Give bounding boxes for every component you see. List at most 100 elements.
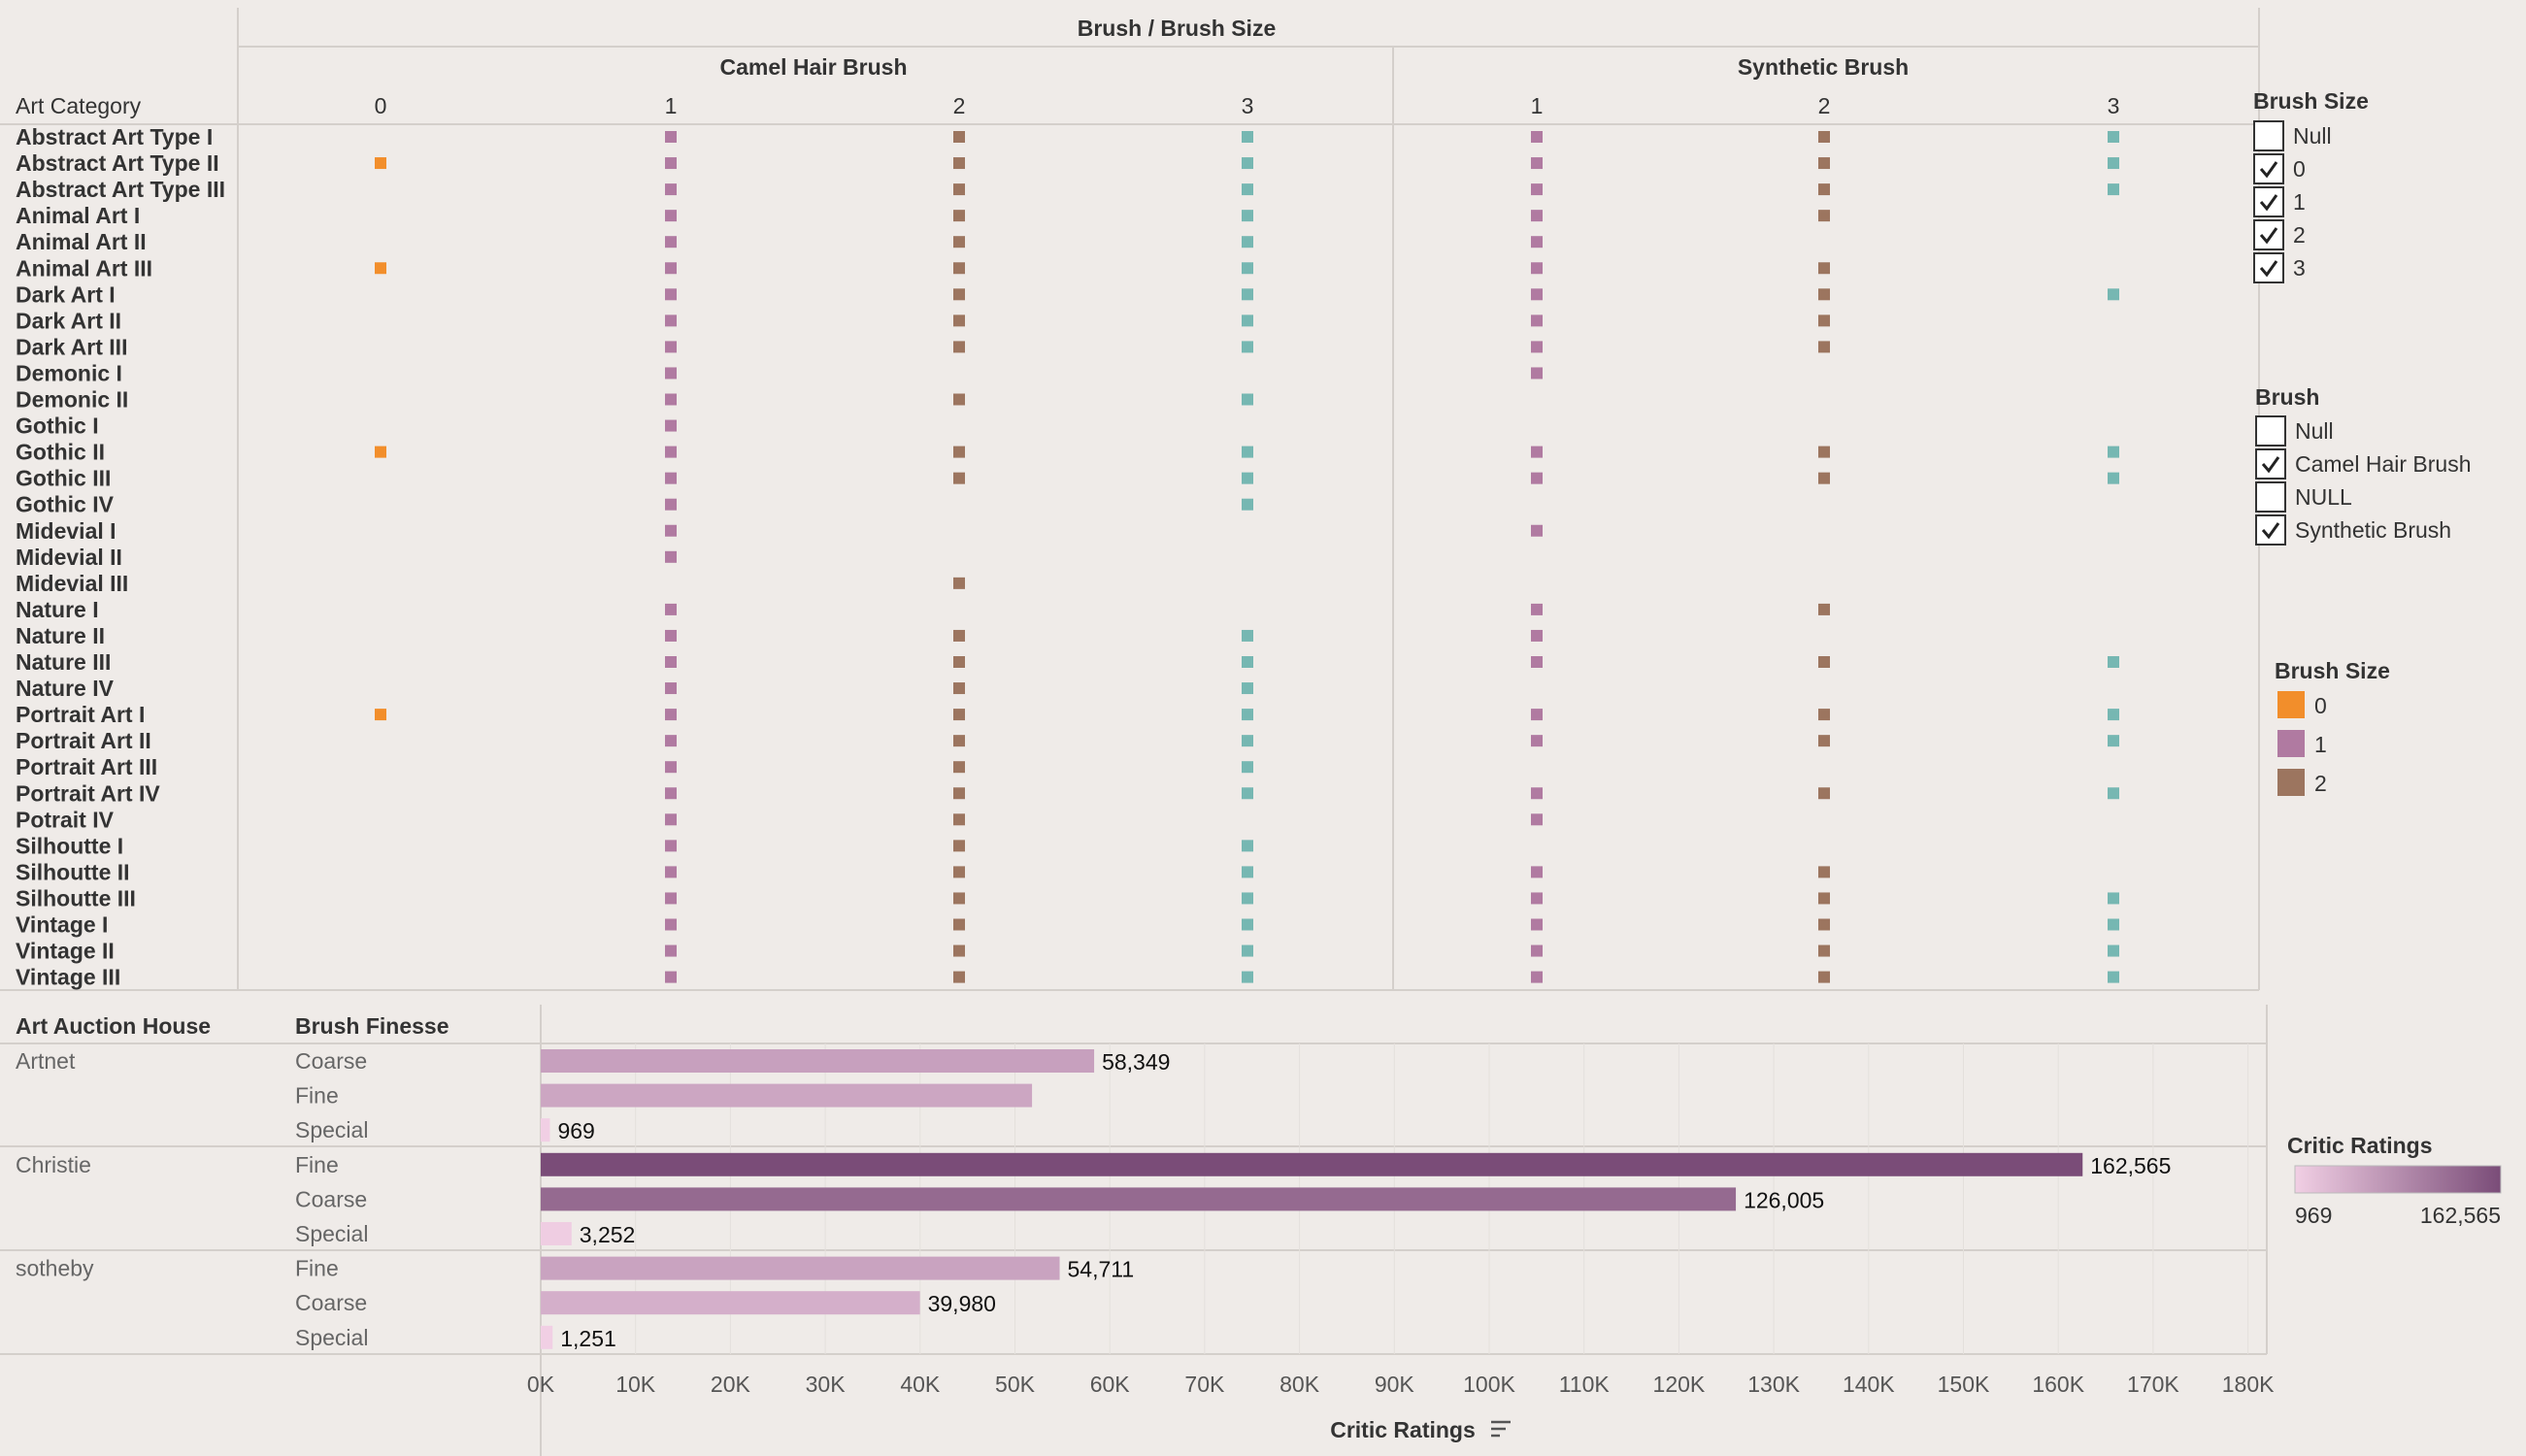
brush-size-mark[interactable] (1531, 866, 1543, 878)
brush-size-mark[interactable] (953, 210, 965, 222)
brush-size-mark[interactable] (1242, 446, 1253, 458)
brush-size-mark[interactable] (665, 314, 677, 327)
brush-size-mark[interactable] (953, 866, 965, 878)
brush-size-mark[interactable] (953, 629, 965, 642)
brush-size-mark[interactable] (1242, 944, 1253, 957)
brush-size-mark[interactable] (1531, 709, 1543, 721)
brush-size-mark[interactable] (1531, 735, 1543, 747)
brush-size-mark[interactable] (1531, 603, 1543, 615)
brush-size-mark[interactable] (665, 892, 677, 905)
brush-size-mark[interactable] (953, 341, 965, 353)
brush-size-mark[interactable] (665, 341, 677, 353)
brush-size-mark[interactable] (1818, 210, 1830, 222)
brush-size-mark[interactable] (375, 446, 386, 458)
brush-size-mark[interactable] (953, 735, 965, 747)
brush-size-mark[interactable] (953, 262, 965, 275)
brush-size-mark[interactable] (665, 656, 677, 668)
brush-size-mark[interactable] (665, 419, 677, 432)
brush-size-mark[interactable] (1818, 288, 1830, 301)
brush-size-mark[interactable] (2108, 892, 2119, 905)
filter-option[interactable]: 1 (2253, 186, 2306, 217)
brush-size-mark[interactable] (1531, 236, 1543, 248)
brush-size-mark[interactable] (1531, 183, 1543, 196)
bar[interactable] (541, 1049, 1095, 1073)
brush-size-mark[interactable] (665, 524, 677, 537)
brush-size-mark[interactable] (2108, 735, 2119, 747)
brush-size-mark[interactable] (1242, 918, 1253, 931)
brush-size-mark[interactable] (665, 787, 677, 800)
brush-size-mark[interactable] (665, 813, 677, 826)
brush-size-mark[interactable] (1531, 787, 1543, 800)
brush-size-mark[interactable] (665, 157, 677, 170)
brush-size-mark[interactable] (953, 840, 965, 852)
brush-size-mark[interactable] (2108, 709, 2119, 721)
brush-size-mark[interactable] (1818, 735, 1830, 747)
brush-size-mark[interactable] (665, 550, 677, 563)
brush-size-mark[interactable] (1242, 157, 1253, 170)
brush-size-mark[interactable] (2108, 944, 2119, 957)
brush-size-mark[interactable] (1531, 944, 1543, 957)
brush-size-mark[interactable] (2108, 446, 2119, 458)
brush-size-mark[interactable] (1242, 472, 1253, 484)
filter-option[interactable]: 2 (2253, 219, 2306, 250)
brush-size-mark[interactable] (1531, 367, 1543, 380)
brush-size-mark[interactable] (1531, 314, 1543, 327)
bar[interactable] (541, 1256, 1060, 1280)
brush-size-mark[interactable] (1242, 787, 1253, 800)
checkbox[interactable] (2253, 219, 2284, 250)
brush-size-mark[interactable] (953, 656, 965, 668)
brush-size-mark[interactable] (1242, 498, 1253, 511)
brush-size-mark[interactable] (1818, 971, 1830, 983)
brush-size-mark[interactable] (1818, 603, 1830, 615)
brush-size-mark[interactable] (665, 498, 677, 511)
brush-size-mark[interactable] (665, 236, 677, 248)
brush-size-mark[interactable] (1242, 971, 1253, 983)
brush-size-mark[interactable] (1242, 761, 1253, 774)
brush-size-mark[interactable] (665, 971, 677, 983)
brush-size-mark[interactable] (1242, 262, 1253, 275)
brush-size-mark[interactable] (1818, 472, 1830, 484)
brush-size-mark[interactable] (1242, 210, 1253, 222)
checkbox[interactable] (2253, 186, 2284, 217)
filter-option[interactable]: Null (2253, 120, 2332, 151)
brush-size-mark[interactable] (1531, 131, 1543, 143)
brush-size-mark[interactable] (1531, 210, 1543, 222)
brush-size-mark[interactable] (1531, 892, 1543, 905)
brush-size-mark[interactable] (953, 971, 965, 983)
brush-size-mark[interactable] (1242, 840, 1253, 852)
brush-size-mark[interactable] (665, 367, 677, 380)
brush-size-mark[interactable] (665, 288, 677, 301)
brush-size-mark[interactable] (665, 183, 677, 196)
brush-size-mark[interactable] (1531, 157, 1543, 170)
brush-size-mark[interactable] (1242, 288, 1253, 301)
brush-size-mark[interactable] (1242, 183, 1253, 196)
checkbox[interactable] (2253, 120, 2284, 151)
brush-size-mark[interactable] (953, 288, 965, 301)
brush-size-mark[interactable] (1818, 131, 1830, 143)
brush-size-mark[interactable] (375, 262, 386, 275)
brush-size-mark[interactable] (1242, 892, 1253, 905)
brush-size-mark[interactable] (953, 787, 965, 800)
brush-size-mark[interactable] (2108, 656, 2119, 668)
brush-size-mark[interactable] (1818, 341, 1830, 353)
brush-size-mark[interactable] (665, 210, 677, 222)
checkbox[interactable] (2253, 252, 2284, 283)
brush-size-mark[interactable] (953, 577, 965, 589)
brush-size-mark[interactable] (2108, 157, 2119, 170)
brush-size-mark[interactable] (1818, 892, 1830, 905)
brush-size-mark[interactable] (1531, 524, 1543, 537)
brush-size-mark[interactable] (1818, 157, 1830, 170)
brush-size-mark[interactable] (953, 918, 965, 931)
brush-size-mark[interactable] (665, 682, 677, 695)
brush-size-mark[interactable] (1818, 656, 1830, 668)
brush-size-mark[interactable] (665, 131, 677, 143)
brush-size-mark[interactable] (1531, 472, 1543, 484)
brush-size-mark[interactable] (1531, 446, 1543, 458)
brush-size-mark[interactable] (665, 735, 677, 747)
brush-size-mark[interactable] (1242, 131, 1253, 143)
filter-option[interactable]: 3 (2253, 252, 2306, 283)
brush-size-mark[interactable] (2108, 288, 2119, 301)
brush-size-mark[interactable] (2108, 787, 2119, 800)
brush-size-mark[interactable] (1818, 918, 1830, 931)
brush-size-mark[interactable] (1242, 236, 1253, 248)
